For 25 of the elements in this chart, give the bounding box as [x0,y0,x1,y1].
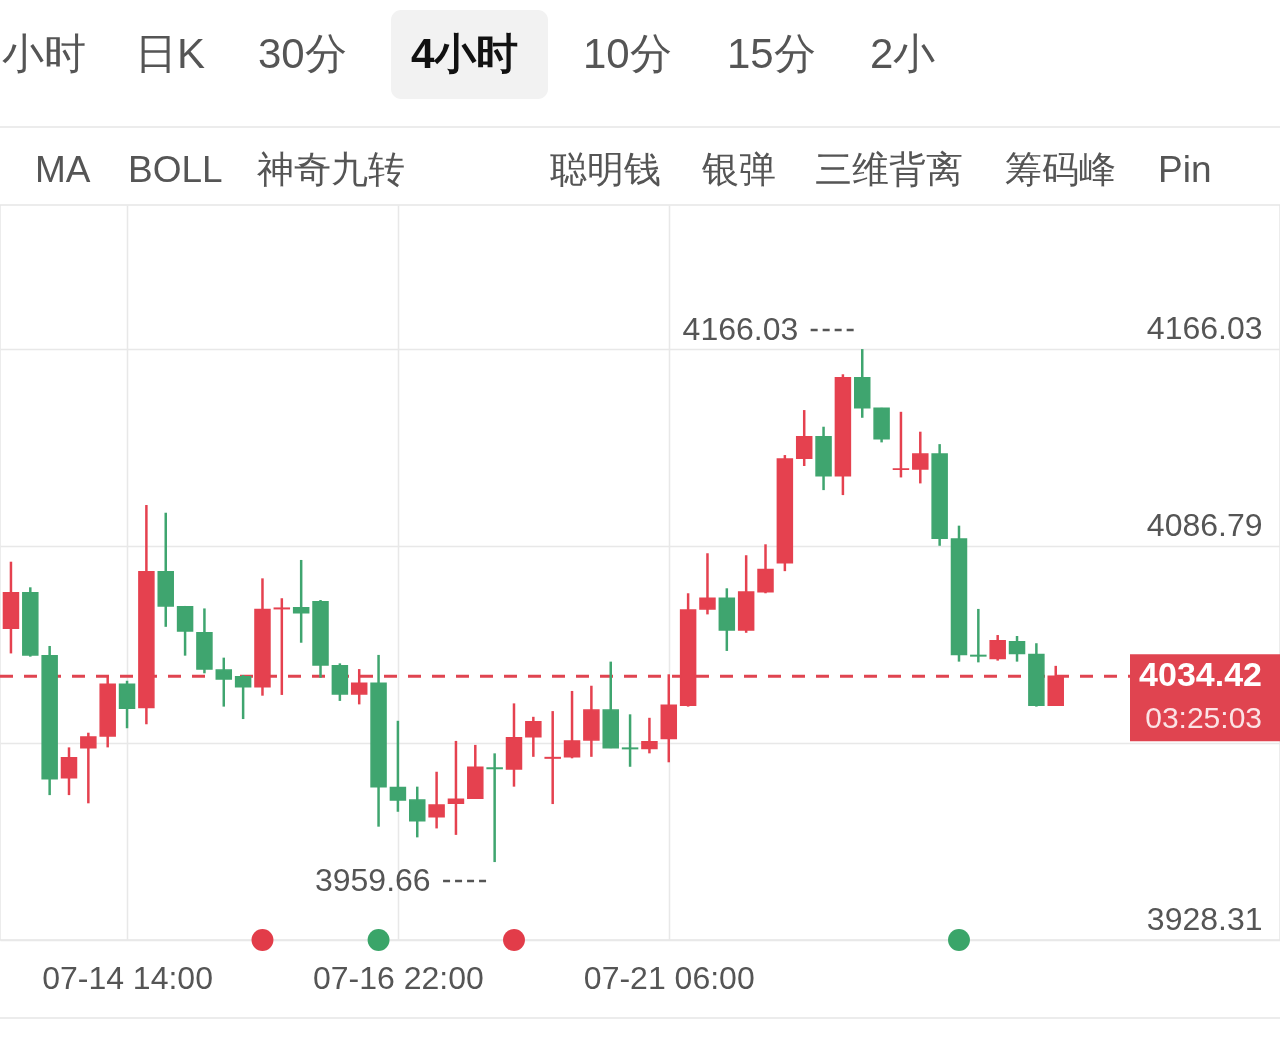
text: 银弹 [701,149,776,190]
y-tick-label: 4086.79 [1146,506,1263,543]
text: Pin [1158,149,1212,190]
x-tick-label: 07-16 22:00 [313,959,484,996]
text: 10分 [583,30,672,77]
text: 2小 [870,30,936,77]
y-tick-label: 3928.31 [1146,900,1263,937]
annotation: 4166.03 [682,311,799,348]
ref-line-label: 4034.42 [1139,655,1262,694]
text: MA [35,149,91,190]
text: 15分 [727,30,816,77]
text: 筹码峰 [1005,149,1116,190]
x-tick-label: 07-14 14:00 [42,959,213,996]
x-tick-label: 07-21 06:00 [583,959,755,996]
annotation: 3959.66 [314,862,431,899]
text: 4小时 [411,30,519,77]
text: 30分 [258,30,347,77]
text: 三维背离 [815,149,963,190]
text: 神奇九转 [257,149,405,190]
text: 03:25:03 [1145,701,1262,735]
text: BOLL [128,149,223,190]
y-tick-label: 4166.03 [1146,309,1263,346]
text: 小时 [2,30,86,77]
text: 日K [135,30,206,77]
text: 聪明钱 [550,149,661,190]
